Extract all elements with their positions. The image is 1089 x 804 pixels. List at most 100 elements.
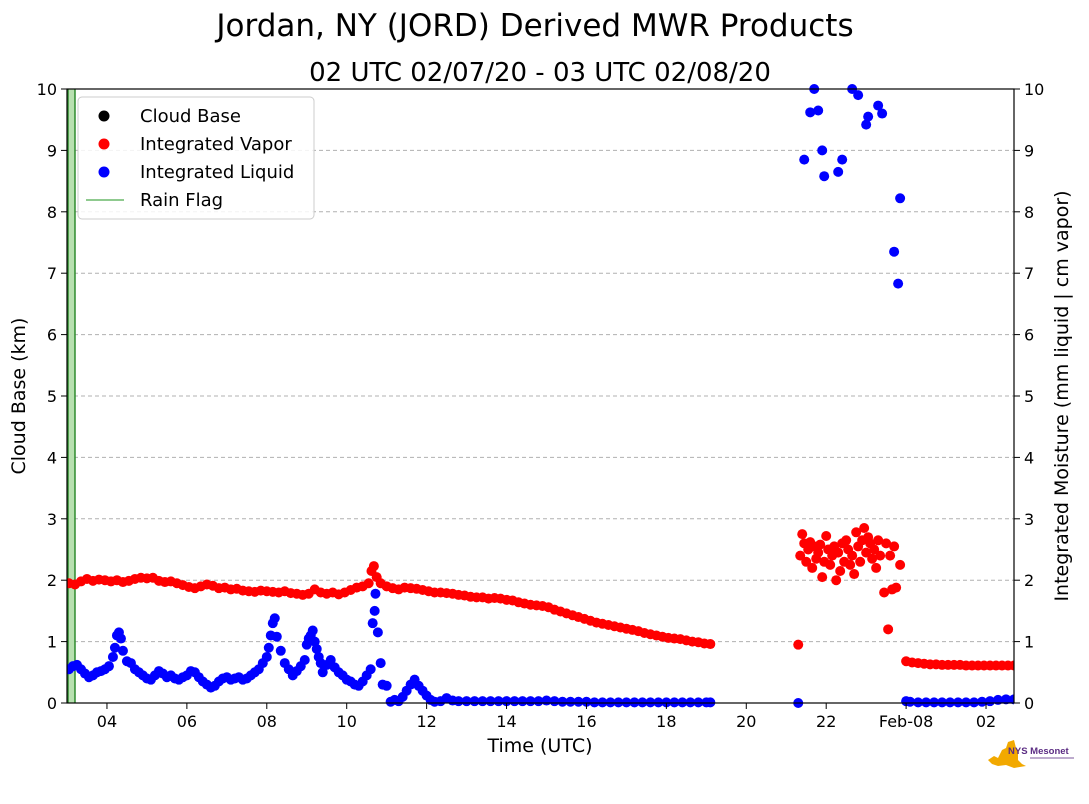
point-integrated-liquid <box>370 588 381 599</box>
point-integrated-liquid <box>961 697 972 708</box>
point-integrated-liquid <box>517 696 528 707</box>
y-tick-label-right: 5 <box>1024 387 1034 406</box>
y-axis-label-left: Cloud Base (km) <box>8 318 30 475</box>
y-tick-label-right: 0 <box>1024 694 1034 713</box>
point-integrated-liquid <box>799 154 810 165</box>
y-tick-label-right: 4 <box>1024 448 1034 467</box>
point-integrated-liquid <box>365 664 376 675</box>
point-integrated-vapor <box>841 535 852 546</box>
point-integrated-liquid <box>877 108 888 119</box>
x-tick-label: Feb-08 <box>879 712 933 731</box>
point-integrated-vapor <box>879 587 890 598</box>
y-tick-label-left: 4 <box>47 448 57 467</box>
point-integrated-vapor <box>825 559 836 570</box>
legend-label-integrated-liquid: Integrated Liquid <box>140 162 294 183</box>
point-integrated-vapor <box>821 530 832 541</box>
point-integrated-liquid <box>833 166 844 177</box>
point-integrated-liquid <box>117 645 128 656</box>
point-integrated-vapor <box>831 575 842 586</box>
point-integrated-liquid <box>653 697 664 708</box>
point-integrated-vapor <box>871 562 882 573</box>
nys-mesonet-logo: NYS Mesonet <box>988 740 1074 768</box>
point-integrated-liquid <box>311 643 322 654</box>
point-integrated-liquid <box>921 697 932 708</box>
point-integrated-liquid <box>369 605 380 616</box>
point-integrated-liquid <box>669 697 680 708</box>
logo-subline <box>1030 757 1074 759</box>
point-integrated-liquid <box>817 145 828 156</box>
legend-label-integrated-vapor: Integrated Vapor <box>140 134 292 155</box>
point-integrated-liquid <box>115 633 126 644</box>
y-tick-label-right: 2 <box>1024 571 1034 590</box>
x-tick-label: 22 <box>816 712 836 731</box>
point-integrated-liquid <box>889 246 900 257</box>
point-integrated-vapor <box>801 556 812 567</box>
point-integrated-liquid <box>661 697 672 708</box>
point-integrated-liquid <box>589 697 600 708</box>
x-tick-label: 16 <box>576 712 596 731</box>
y-tick-label-right: 6 <box>1024 326 1034 345</box>
point-integrated-liquid <box>461 696 472 707</box>
point-integrated-liquid <box>317 667 328 678</box>
point-integrated-liquid <box>905 696 916 707</box>
logo-text: NYS Mesonet <box>1008 746 1070 757</box>
y-tick-label-right: 8 <box>1024 203 1034 222</box>
legend-marker-integrated-liquid <box>98 166 110 178</box>
point-integrated-liquid <box>109 642 120 653</box>
point-integrated-liquid <box>893 278 904 289</box>
point-integrated-vapor <box>705 639 716 650</box>
point-integrated-liquid <box>525 696 536 707</box>
point-integrated-vapor <box>881 538 892 549</box>
point-integrated-liquid <box>853 90 864 101</box>
point-integrated-liquid <box>509 696 520 707</box>
x-tick-label: 18 <box>656 712 676 731</box>
legend: Cloud Base Integrated Vapor Integrated L… <box>77 96 315 220</box>
legend-label-rain-flag: Rain Flag <box>140 190 223 211</box>
point-integrated-liquid <box>107 651 118 662</box>
y-tick-label-left: 7 <box>47 264 57 283</box>
point-integrated-liquid <box>985 696 996 707</box>
point-integrated-liquid <box>275 645 286 656</box>
point-integrated-vapor <box>1009 660 1014 671</box>
point-integrated-liquid <box>837 154 848 165</box>
x-tick-label: 06 <box>177 712 197 731</box>
y-tick-label-right: 1 <box>1024 633 1034 652</box>
point-integrated-liquid <box>805 107 816 118</box>
point-integrated-liquid <box>813 105 824 116</box>
y-tick-label-left: 3 <box>47 510 57 529</box>
point-integrated-vapor <box>889 541 900 552</box>
point-integrated-liquid <box>597 697 608 708</box>
point-integrated-liquid <box>573 696 584 707</box>
point-integrated-vapor <box>368 561 379 572</box>
point-integrated-vapor <box>855 556 866 567</box>
y-tick-label-right: 9 <box>1024 141 1034 160</box>
point-integrated-liquid <box>693 697 704 708</box>
point-integrated-liquid <box>372 627 383 638</box>
point-integrated-liquid <box>895 193 906 204</box>
point-integrated-liquid <box>261 651 272 662</box>
y-tick-label-left: 10 <box>37 80 57 99</box>
point-integrated-vapor <box>869 544 880 555</box>
point-integrated-vapor <box>813 547 824 558</box>
ny-state-shape-icon <box>988 740 1026 768</box>
y-tick-label-left: 1 <box>47 633 57 652</box>
point-integrated-liquid <box>269 613 280 624</box>
legend-label-cloud-base: Cloud Base <box>140 106 241 127</box>
point-integrated-liquid <box>375 658 386 669</box>
legend-box <box>77 96 315 220</box>
point-integrated-liquid <box>629 697 640 708</box>
point-integrated-vapor <box>795 550 806 561</box>
y-tick-label-left: 8 <box>47 203 57 222</box>
point-integrated-liquid <box>929 697 940 708</box>
point-integrated-liquid <box>953 697 964 708</box>
point-integrated-liquid <box>977 696 988 707</box>
x-tick-label: 14 <box>496 712 516 731</box>
point-integrated-liquid <box>103 661 114 672</box>
point-integrated-liquid <box>613 697 624 708</box>
point-integrated-liquid <box>937 697 948 708</box>
point-integrated-liquid <box>493 696 504 707</box>
y-tick-label-right: 7 <box>1024 264 1034 283</box>
x-tick-label: 02 <box>976 712 996 731</box>
